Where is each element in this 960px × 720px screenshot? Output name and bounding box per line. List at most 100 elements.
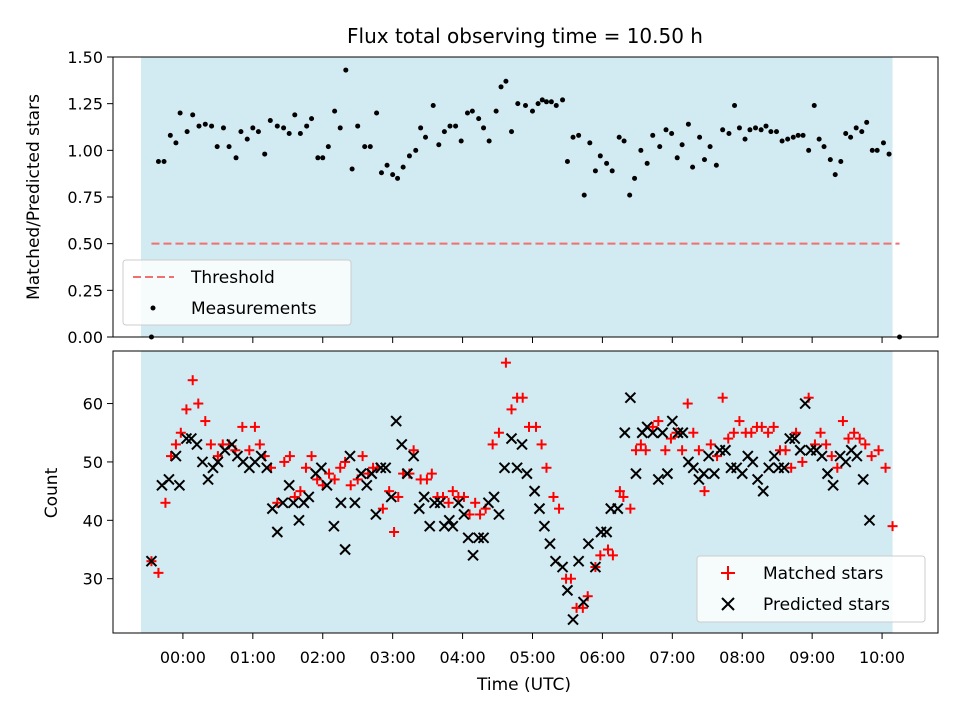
x-tick-label: 10:00	[859, 648, 905, 667]
measurement-point	[853, 125, 859, 131]
marker-stroke	[672, 427, 684, 439]
predicted-star-point	[434, 497, 446, 509]
y-tick-label: 40	[83, 511, 103, 530]
measurement-point	[190, 112, 196, 118]
marker-stroke	[467, 549, 479, 562]
matched-star-point	[843, 433, 854, 444]
matched-star-point	[393, 491, 404, 502]
marker-stroke	[505, 432, 518, 445]
marker-stroke	[163, 473, 175, 486]
measurement-point	[343, 67, 349, 73]
matched-star-point	[786, 462, 797, 473]
measurement-point	[337, 125, 343, 131]
measurement-point	[355, 123, 361, 129]
predicted-star-point	[396, 438, 408, 451]
predicted-star-point	[505, 432, 518, 445]
measurement-point	[320, 155, 326, 161]
measurement-point	[592, 168, 598, 174]
marker-stroke	[231, 450, 244, 462]
predicted-star-point	[283, 479, 295, 491]
marker-stroke	[757, 485, 769, 497]
matched-star-point	[832, 462, 843, 473]
predicted-star-point	[173, 479, 186, 491]
matched-star-point	[780, 445, 791, 456]
y-tick-label: 0.50	[67, 235, 103, 254]
measurement-point	[720, 127, 726, 133]
measurement-point	[297, 131, 303, 137]
measurement-point	[226, 144, 232, 150]
matched-star-point	[854, 433, 865, 444]
predicted-star-point	[452, 497, 465, 509]
predicted-star-point	[375, 462, 387, 474]
measurement-point	[515, 101, 521, 107]
x-tick-label: 08:00	[719, 648, 765, 667]
marker-stroke	[498, 462, 511, 474]
predicted-star-point	[533, 502, 546, 515]
matched-star-point	[357, 451, 368, 462]
y-tick-label: 0.00	[67, 328, 103, 347]
matched-star-point	[153, 567, 164, 578]
matched-star-point	[284, 451, 295, 462]
measurement-point	[202, 121, 208, 127]
predicted-star-point	[652, 473, 665, 486]
matched-star-point	[763, 427, 774, 438]
predicted-star-point	[647, 427, 659, 439]
measurement-point	[529, 108, 535, 114]
matched-star-point	[181, 404, 192, 415]
predicted-star-point	[196, 456, 209, 468]
predicted-star-point	[339, 543, 351, 556]
predicted-star-point	[544, 537, 556, 550]
matched-star-point	[170, 439, 181, 450]
y-tick-label: 1.00	[67, 141, 103, 160]
measurement-point	[509, 129, 515, 135]
measurement-point	[811, 103, 817, 109]
measurement-point	[390, 172, 396, 178]
matched-star-point	[166, 451, 177, 462]
matched-star-point	[665, 433, 676, 444]
matched-star-point	[635, 439, 646, 450]
measurement-point	[233, 155, 239, 161]
predicted-star-point	[687, 462, 700, 474]
measurement-point	[650, 132, 656, 138]
predicted-star-point	[180, 432, 193, 445]
predicted-star-point	[794, 444, 806, 456]
measurement-point	[742, 136, 748, 142]
threshold-legend-label: Threshold	[190, 268, 275, 288]
marker-stroke	[145, 555, 158, 567]
predicted-star-point	[370, 508, 382, 521]
predicted-star-point	[328, 520, 340, 532]
matched-star-point	[324, 468, 335, 479]
predicted-star-point	[349, 497, 361, 509]
predicted-star-point	[619, 427, 631, 439]
matched-star-point	[618, 491, 629, 502]
measurement-point	[843, 131, 849, 137]
measurement-point	[292, 112, 298, 118]
matched-star-point	[340, 456, 351, 467]
matched-star-point	[625, 503, 636, 514]
y-tick-label: 50	[83, 453, 103, 472]
marker-stroke	[742, 450, 754, 462]
marker-stroke	[344, 450, 356, 462]
predicted-star-point	[462, 532, 474, 544]
measurement-point	[196, 123, 202, 129]
marker-stroke	[315, 462, 328, 474]
measurement-point	[747, 127, 753, 133]
matched-star-point	[517, 392, 528, 403]
marker-stroke	[600, 526, 613, 538]
matched-star-point	[377, 503, 388, 514]
measurement-point	[155, 159, 161, 165]
measurement-point	[209, 123, 215, 129]
measurement-point	[367, 144, 373, 150]
matched-star-point	[548, 491, 559, 502]
measurement-point	[453, 123, 459, 129]
predicted-star-point	[385, 491, 397, 503]
measurement-point	[315, 155, 321, 161]
marker-stroke	[401, 467, 414, 480]
marker-stroke	[677, 427, 689, 439]
measurement-point	[644, 160, 650, 166]
measurement-point	[384, 162, 390, 168]
marker-stroke	[521, 467, 533, 480]
measurement-point	[464, 110, 470, 116]
measurement-point	[400, 164, 406, 170]
